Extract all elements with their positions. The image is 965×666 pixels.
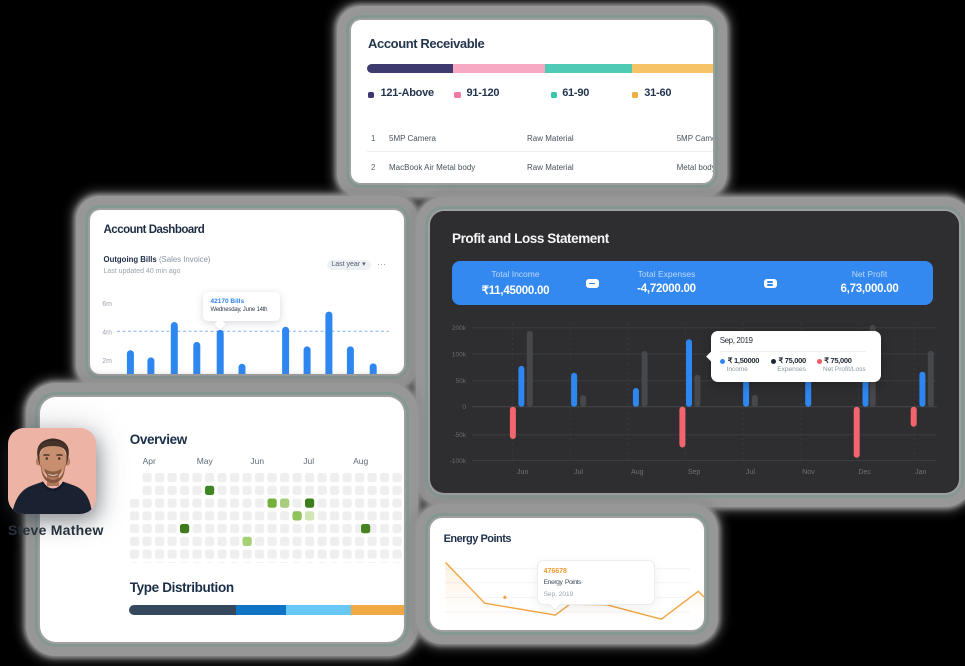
svg-text:2m: 2m [102, 358, 112, 365]
svg-text:100k: 100k [452, 352, 467, 359]
svg-text:Jul: Jul [746, 469, 755, 476]
svg-text:Sep: Sep [688, 469, 701, 476]
svg-text:Dec: Dec [858, 469, 871, 476]
svg-text:Aug: Aug [631, 469, 644, 476]
svg-text:0: 0 [462, 404, 466, 411]
svg-text:Jun: Jun [517, 469, 528, 476]
svg-text:Jan: Jan [915, 469, 926, 476]
svg-text:50k: 50k [456, 378, 467, 385]
svg-text:-100k: -100k [450, 458, 467, 465]
svg-text:Nov: Nov [802, 469, 815, 476]
svg-text:4m: 4m [102, 330, 112, 337]
svg-text:200k: 200k [452, 325, 467, 332]
svg-text:6m: 6m [102, 301, 112, 308]
svg-text:Jul: Jul [574, 469, 583, 476]
svg-text:-50k: -50k [453, 432, 466, 439]
